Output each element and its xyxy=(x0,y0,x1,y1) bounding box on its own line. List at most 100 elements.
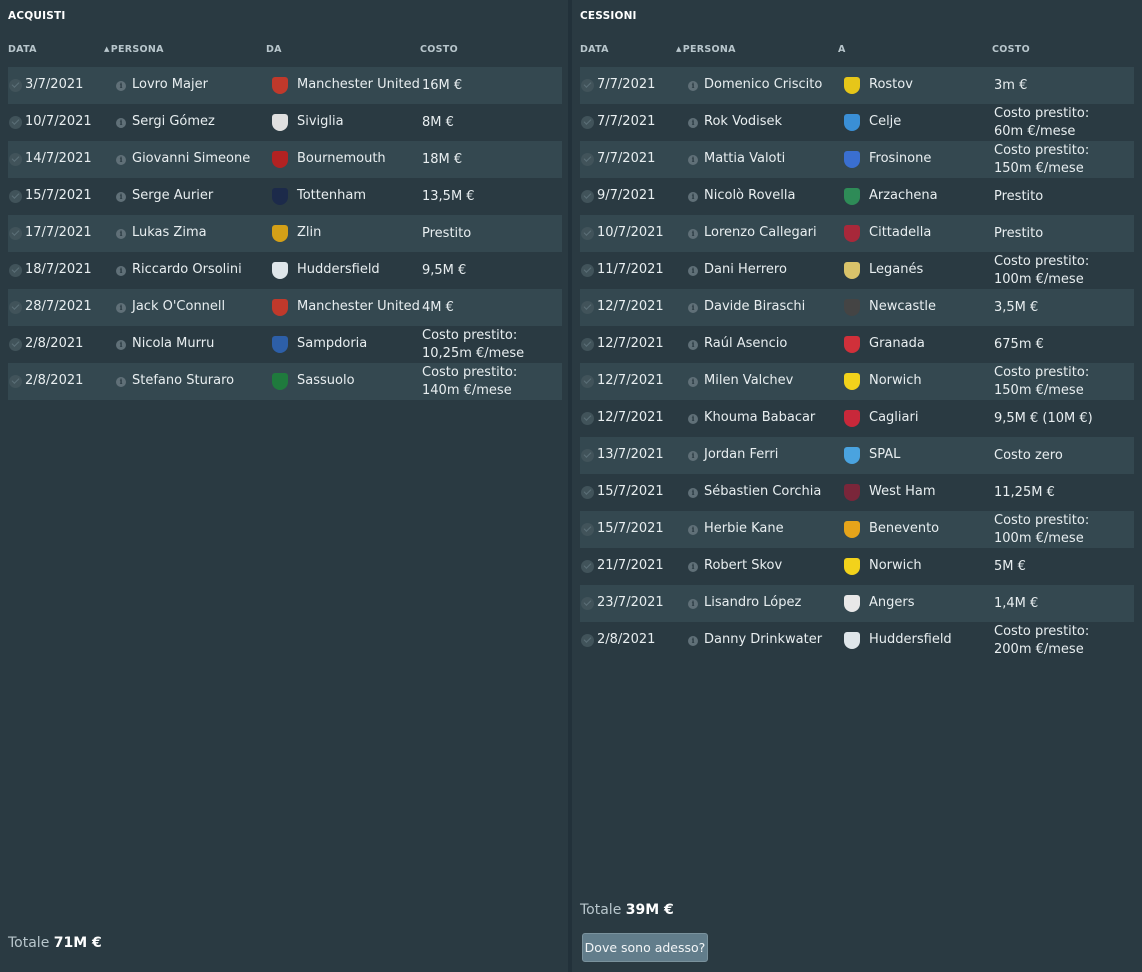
club-name[interactable]: Huddersfield xyxy=(869,632,952,647)
col-header-a[interactable]: A xyxy=(838,44,846,55)
col-header-data[interactable]: DATA xyxy=(8,44,37,55)
table-row[interactable]: 12/7/2021 i Milen Valchev Norwich Costo pres… xyxy=(580,363,1134,400)
player-name[interactable]: Lovro Majer xyxy=(132,77,208,92)
club-name[interactable]: Cagliari xyxy=(869,410,919,425)
info-icon[interactable]: i xyxy=(688,525,698,535)
info-icon[interactable]: i xyxy=(688,192,698,202)
player-name[interactable]: Lukas Zima xyxy=(132,225,207,240)
info-icon[interactable]: i xyxy=(688,562,698,572)
club-name[interactable]: Leganés xyxy=(869,262,924,277)
col-header-data[interactable]: DATA xyxy=(580,44,609,55)
player-name[interactable]: Domenico Criscito xyxy=(704,77,823,92)
player-name[interactable]: Khouma Babacar xyxy=(704,410,816,425)
club-name[interactable]: Siviglia xyxy=(297,114,344,129)
player-name[interactable]: Mattia Valoti xyxy=(704,151,786,166)
table-row[interactable]: 14/7/2021 i Giovanni Simeone Bournemouth 18M… xyxy=(8,141,562,178)
info-icon[interactable]: i xyxy=(688,266,698,276)
player-name[interactable]: Nicolò Rovella xyxy=(704,188,796,203)
club-name[interactable]: Manchester United xyxy=(297,299,420,314)
table-row[interactable]: 21/7/2021 i Robert Skov Norwich 5M € xyxy=(580,548,1134,585)
player-name[interactable]: Nicola Murru xyxy=(132,336,215,351)
club-name[interactable]: Angers xyxy=(869,595,915,610)
table-row[interactable]: 2/8/2021 i Nicola Murru Sampdoria Costo pres… xyxy=(8,326,562,363)
table-row[interactable]: 12/7/2021 i Raúl Asencio Granada 675m € xyxy=(580,326,1134,363)
info-icon[interactable]: i xyxy=(116,192,126,202)
player-name[interactable]: Robert Skov xyxy=(704,558,783,573)
table-row[interactable]: 17/7/2021 i Lukas Zima Zlin Prestito xyxy=(8,215,562,252)
info-icon[interactable]: i xyxy=(688,488,698,498)
club-name[interactable]: Zlin xyxy=(297,225,322,240)
club-name[interactable]: Rostov xyxy=(869,77,913,92)
club-name[interactable]: Tottenham xyxy=(297,188,366,203)
info-icon[interactable]: i xyxy=(116,303,126,313)
club-name[interactable]: SPAL xyxy=(869,447,901,462)
player-name[interactable]: Danny Drinkwater xyxy=(704,632,823,647)
table-row[interactable]: 12/7/2021 i Davide Biraschi Newcastle 3,5M € xyxy=(580,289,1134,326)
info-icon[interactable]: i xyxy=(688,377,698,387)
table-row[interactable]: 2/8/2021 i Stefano Sturaro Sassuolo Costo pr… xyxy=(8,363,562,400)
club-name[interactable]: Norwich xyxy=(869,558,922,573)
table-row[interactable]: 28/7/2021 i Jack O'Connell Manchester Unite… xyxy=(8,289,562,326)
table-row[interactable]: 10/7/2021 i Lorenzo Callegari Cittadella Pre… xyxy=(580,215,1134,252)
club-name[interactable]: Norwich xyxy=(869,373,922,388)
table-row[interactable]: 15/7/2021 i Sébastien Corchia West Ham 11,25… xyxy=(580,474,1134,511)
club-name[interactable]: Huddersfield xyxy=(297,262,380,277)
table-row[interactable]: 9/7/2021 i Nicolò Rovella Arzachena Prestito xyxy=(580,178,1134,215)
player-name[interactable]: Lisandro López xyxy=(704,595,802,610)
club-name[interactable]: Arzachena xyxy=(869,188,938,203)
player-name[interactable]: Riccardo Orsolini xyxy=(132,262,242,277)
table-row[interactable]: 7/7/2021 i Mattia Valoti Frosinone Costo pre… xyxy=(580,141,1134,178)
col-header-persona[interactable]: ▲PERSONA xyxy=(676,44,736,55)
table-row[interactable]: 12/7/2021 i Khouma Babacar Cagliari 9,5M € (… xyxy=(580,400,1134,437)
table-row[interactable]: 7/7/2021 i Rok Vodisek Celje Costo prestito:… xyxy=(580,104,1134,141)
where-are-they-now-button[interactable]: Dove sono adesso? xyxy=(582,933,708,962)
club-name[interactable]: West Ham xyxy=(869,484,936,499)
club-name[interactable]: Cittadella xyxy=(869,225,932,240)
info-icon[interactable]: i xyxy=(688,303,698,313)
player-name[interactable]: Giovanni Simeone xyxy=(132,151,251,166)
club-name[interactable]: Benevento xyxy=(869,521,940,536)
table-row[interactable]: 2/8/2021 i Danny Drinkwater Huddersfield Cos… xyxy=(580,622,1134,659)
table-row[interactable]: 15/7/2021 i Serge Aurier Tottenham 13,5M € xyxy=(8,178,562,215)
table-row[interactable]: 10/7/2021 i Sergi Gómez Siviglia 8M € xyxy=(8,104,562,141)
player-name[interactable]: Jordan Ferri xyxy=(704,447,779,462)
club-name[interactable]: Newcastle xyxy=(869,299,936,314)
info-icon[interactable]: i xyxy=(688,155,698,165)
player-name[interactable]: Rok Vodisek xyxy=(704,114,783,129)
club-name[interactable]: Celje xyxy=(869,114,902,129)
info-icon[interactable]: i xyxy=(688,414,698,424)
info-icon[interactable]: i xyxy=(688,451,698,461)
player-name[interactable]: Raúl Asencio xyxy=(704,336,788,351)
player-name[interactable]: Davide Biraschi xyxy=(704,299,806,314)
player-name[interactable]: Milen Valchev xyxy=(704,373,794,388)
club-name[interactable]: Sampdoria xyxy=(297,336,368,351)
info-icon[interactable]: i xyxy=(688,340,698,350)
table-row[interactable]: 3/7/2021 i Lovro Majer Manchester United 16M… xyxy=(8,67,562,104)
info-icon[interactable]: i xyxy=(116,81,126,91)
info-icon[interactable]: i xyxy=(116,229,126,239)
table-row[interactable]: 23/7/2021 i Lisandro López Angers 1,4M € xyxy=(580,585,1134,622)
player-name[interactable]: Dani Herrero xyxy=(704,262,787,277)
info-icon[interactable]: i xyxy=(116,377,126,387)
club-name[interactable]: Bournemouth xyxy=(297,151,386,166)
player-name[interactable]: Sergi Gómez xyxy=(132,114,215,129)
player-name[interactable]: Stefano Sturaro xyxy=(132,373,235,388)
table-row[interactable]: 15/7/2021 i Herbie Kane Benevento Costo pres… xyxy=(580,511,1134,548)
table-row[interactable]: 13/7/2021 i Jordan Ferri SPAL Costo zero xyxy=(580,437,1134,474)
col-header-da[interactable]: DA xyxy=(266,44,282,55)
info-icon[interactable]: i xyxy=(688,229,698,239)
table-row[interactable]: 7/7/2021 i Domenico Criscito Rostov 3m € xyxy=(580,67,1134,104)
info-icon[interactable]: i xyxy=(116,266,126,276)
info-icon[interactable]: i xyxy=(116,155,126,165)
player-name[interactable]: Serge Aurier xyxy=(132,188,214,203)
club-name[interactable]: Sassuolo xyxy=(297,373,355,388)
info-icon[interactable]: i xyxy=(688,636,698,646)
club-name[interactable]: Manchester United xyxy=(297,77,420,92)
table-row[interactable]: 11/7/2021 i Dani Herrero Leganés Costo prest… xyxy=(580,252,1134,289)
table-row[interactable]: 18/7/2021 i Riccardo Orsolini Huddersfield 9… xyxy=(8,252,562,289)
player-name[interactable]: Jack O'Connell xyxy=(132,299,226,314)
info-icon[interactable]: i xyxy=(116,118,126,128)
player-name[interactable]: Sébastien Corchia xyxy=(704,484,822,499)
player-name[interactable]: Herbie Kane xyxy=(704,521,784,536)
info-icon[interactable]: i xyxy=(688,599,698,609)
